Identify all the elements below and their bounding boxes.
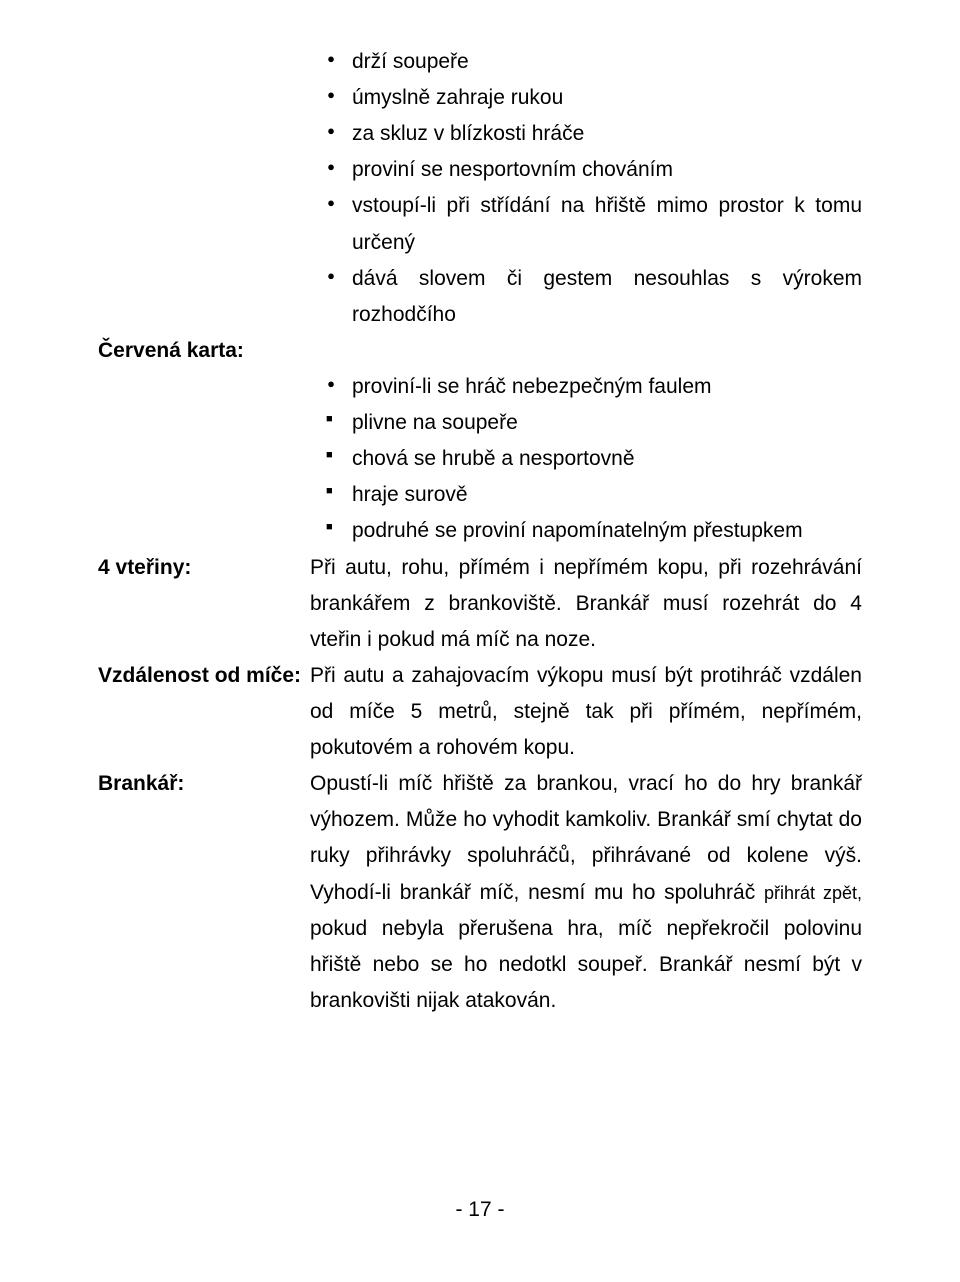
bullet-text: dává slovem či gestem nesouhlas s výroke…: [352, 261, 862, 333]
bullet-dot-icon: ●: [310, 156, 352, 178]
list-item: ■ plivne na soupeře: [310, 405, 862, 441]
list-item: ● proviní-li se hráč nebezpečným faulem: [310, 369, 862, 405]
four-seconds-label: 4 vteřiny:: [98, 550, 310, 586]
bullet-text: proviní se nesportovním chováním: [352, 152, 862, 188]
list-item: ● proviní se nesportovním chováním: [310, 152, 862, 188]
bullet-square-icon: ■: [310, 446, 352, 465]
bullet-text: hraje surově: [352, 477, 862, 513]
goalkeeper-text-small: přihrát zpět,: [764, 883, 862, 903]
bullet-square-icon: ■: [310, 410, 352, 429]
bullet-text: plivne na soupeře: [352, 405, 862, 441]
four-seconds-section: 4 vteřiny: Při autu, rohu, přímém i nepř…: [98, 550, 862, 658]
page-number: - 17 -: [0, 1192, 960, 1228]
distance-label: Vzdálenost od míče:: [98, 658, 310, 694]
bullet-text: vstoupí-li při střídání na hřiště mimo p…: [352, 188, 862, 260]
list-item: ■ chová se hrubě a nesportovně: [310, 441, 862, 477]
distance-section: Vzdálenost od míče: Při autu a zahajovac…: [98, 658, 862, 766]
bullet-square-icon: ■: [310, 518, 352, 537]
bullet-text: podruhé se proviní napomínatelným přestu…: [352, 513, 862, 549]
goalkeeper-section: Brankář: Opustí-li míč hřiště za brankou…: [98, 766, 862, 1019]
red-card-section: Červená karta:: [98, 333, 862, 369]
bullet-dot-icon: ●: [310, 192, 352, 214]
goalkeeper-text: Opustí-li míč hřiště za brankou, vrací h…: [310, 766, 862, 1019]
bullet-dot-icon: ●: [310, 48, 352, 70]
bullet-text: chová se hrubě a nesportovně: [352, 441, 862, 477]
list-item: ● dává slovem či gestem nesouhlas s výro…: [310, 261, 862, 333]
goalkeeper-text-b: pokud nebyla přerušena hra, míč nepřekro…: [310, 917, 862, 1012]
bullet-dot-icon: ●: [310, 265, 352, 287]
bullet-square-icon: ■: [310, 482, 352, 501]
list-item: ● vstoupí-li při střídání na hřiště mimo…: [310, 188, 862, 260]
red-card-label: Červená karta:: [98, 333, 310, 369]
list-item: ● drží soupeře: [310, 44, 862, 80]
bullet-dot-icon: ●: [310, 120, 352, 142]
bullet-text: drží soupeře: [352, 44, 862, 80]
red-card-list: ● proviní-li se hráč nebezpečným faulem …: [310, 369, 862, 550]
bullet-text: za skluz v blízkosti hráče: [352, 116, 862, 152]
list-item: ● za skluz v blízkosti hráče: [310, 116, 862, 152]
top-bullet-list: ● drží soupeře ● úmyslně zahraje rukou ●…: [310, 44, 862, 333]
four-seconds-text: Při autu, rohu, přímém i nepřímém kopu, …: [310, 550, 862, 658]
bullet-dot-icon: ●: [310, 373, 352, 395]
bullet-text: úmyslně zahraje rukou: [352, 80, 862, 116]
list-item: ■ podruhé se proviní napomínatelným přes…: [310, 513, 862, 549]
bullet-dot-icon: ●: [310, 84, 352, 106]
goalkeeper-label: Brankář:: [98, 766, 310, 802]
list-item: ■ hraje surově: [310, 477, 862, 513]
bullet-text: proviní-li se hráč nebezpečným faulem: [352, 369, 862, 405]
list-item: ● úmyslně zahraje rukou: [310, 80, 862, 116]
distance-text: Při autu a zahajovacím výkopu musí být p…: [310, 658, 862, 766]
